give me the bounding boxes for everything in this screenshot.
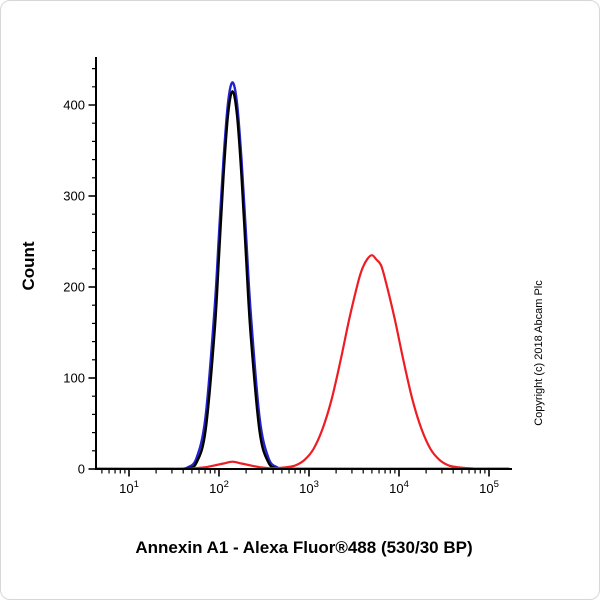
x-axis-title: Annexin A1 - Alexa Fluor®488 (530/30 BP)	[135, 538, 473, 557]
blue-histogram	[96, 81, 510, 470]
black-histogram	[96, 90, 510, 470]
y-tick-label: 100	[63, 371, 85, 386]
x-tick-label: 104	[389, 479, 409, 496]
x-tick-label: 101	[119, 479, 139, 496]
y-tick-label: 200	[63, 280, 85, 295]
y-tick-label: 300	[63, 189, 85, 204]
y-axis-title: Count	[19, 241, 38, 291]
red-histogram	[96, 254, 510, 470]
x-tick-label: 103	[299, 479, 319, 496]
x-tick-label: 105	[479, 479, 499, 496]
y-tick-label: 400	[63, 98, 85, 113]
x-tick-label: 102	[209, 479, 229, 496]
copyright-text: Copyright (c) 2018 Abcam Plc	[533, 280, 545, 426]
y-tick-label: 0	[78, 462, 85, 477]
